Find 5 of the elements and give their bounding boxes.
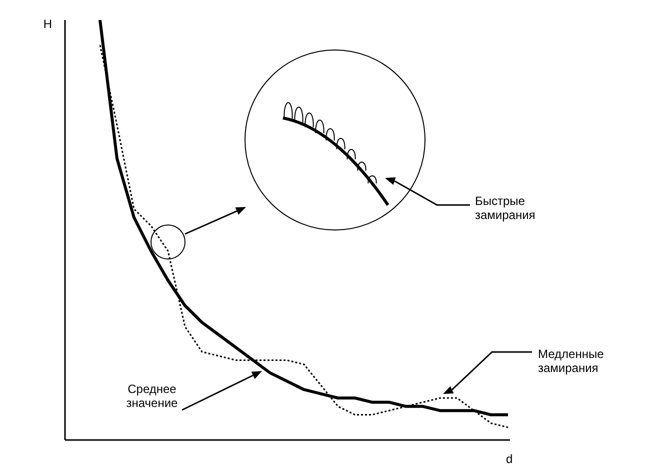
y-axis-title: H: [43, 17, 52, 31]
annotation: Среднее значение: [126, 382, 178, 410]
annotation: Быстрые замирания: [475, 194, 536, 222]
x-axis-title: d: [506, 452, 513, 466]
text: Медленные замирания: [538, 347, 604, 375]
